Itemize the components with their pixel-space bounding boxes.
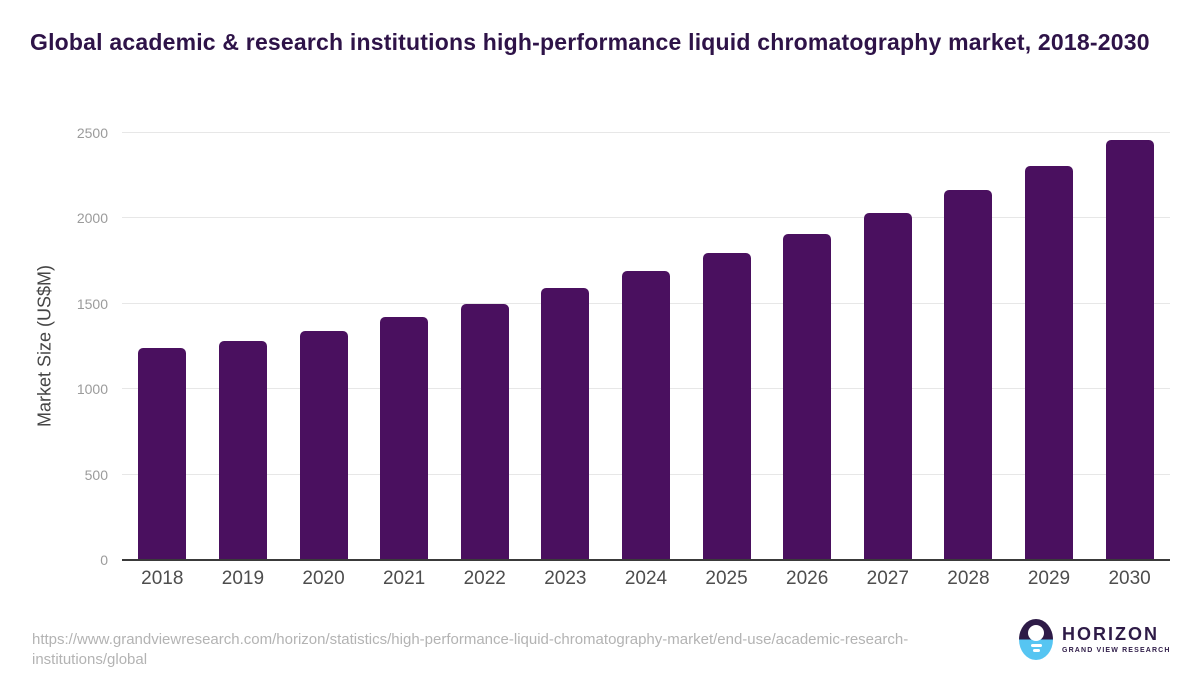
bar-2029[interactable] bbox=[1025, 166, 1073, 560]
x-tick-label: 2021 bbox=[382, 568, 426, 589]
gridline bbox=[122, 217, 1170, 219]
bar-2022[interactable] bbox=[460, 303, 509, 560]
bar-group bbox=[525, 133, 606, 560]
gridline bbox=[122, 132, 1170, 133]
bar-2030[interactable] bbox=[1105, 139, 1154, 560]
x-tick-label: 2027 bbox=[866, 568, 909, 589]
bar-group bbox=[122, 133, 203, 560]
bar-2026[interactable] bbox=[783, 233, 832, 560]
x-tick-label: 2026 bbox=[786, 568, 829, 589]
y-tick-label: 2000 bbox=[76, 210, 108, 227]
logo-tagline: GRAND VIEW RESEARCH bbox=[1062, 647, 1171, 654]
x-tick-labels: 2018 2019 2020 2021 2022 2023 2024 2025 2026 2027… bbox=[122, 568, 1170, 590]
y-tick-label: 0 bbox=[100, 552, 108, 568]
bar-group bbox=[686, 133, 767, 560]
bar-group bbox=[928, 133, 1009, 560]
plot-area: 0 500 1000 1500 2000 2500 bbox=[77, 126, 1170, 567]
bar-2020[interactable] bbox=[299, 331, 348, 560]
x-tick-label: 2030 bbox=[1108, 568, 1151, 589]
x-axis-line bbox=[122, 559, 1170, 561]
y-tick-label: 1500 bbox=[76, 295, 108, 312]
bar-group bbox=[1009, 133, 1090, 560]
horizon-logo-icon bbox=[1019, 619, 1053, 660]
bar-group bbox=[364, 133, 445, 560]
bar-2021[interactable] bbox=[380, 317, 429, 560]
logo-words: HORIZON GRAND VIEW RESEARCH bbox=[1062, 625, 1171, 654]
bar-group bbox=[847, 133, 928, 560]
bar-2024[interactable] bbox=[621, 270, 670, 560]
source-url: https://www.grandviewresearch.com/horizo… bbox=[32, 630, 982, 670]
horizon-logo: HORIZON GRAND VIEW RESEARCH bbox=[1019, 619, 1171, 660]
x-tick-label: 2019 bbox=[221, 568, 265, 589]
x-tick-label: 2020 bbox=[302, 568, 345, 589]
bar-group bbox=[203, 133, 284, 560]
x-tick-label: 2022 bbox=[463, 568, 506, 589]
chart-title: Global academic & research institutions … bbox=[30, 29, 1150, 55]
y-tick-label: 500 bbox=[84, 466, 108, 483]
x-tick-label: 2018 bbox=[141, 568, 184, 589]
source-url-line: https://www.grandviewresearch.com/horizo… bbox=[32, 631, 909, 648]
x-tick-label: 2025 bbox=[705, 568, 748, 589]
y-tick-label: 1000 bbox=[76, 381, 108, 398]
source-url-line: institutions/global bbox=[32, 651, 148, 668]
bar-group bbox=[283, 133, 364, 560]
y-axis-title: Market Size (US$M) bbox=[34, 264, 55, 428]
bar-2025[interactable] bbox=[702, 252, 751, 560]
logo-wordmark: HORIZON bbox=[1062, 624, 1159, 644]
bar-2019[interactable] bbox=[218, 341, 267, 560]
x-tick-label: 2028 bbox=[947, 568, 990, 589]
bar-2018[interactable] bbox=[138, 348, 187, 560]
bar-2027[interactable] bbox=[863, 213, 912, 560]
bars bbox=[122, 133, 1170, 560]
sun-reflection-line-icon bbox=[1030, 644, 1042, 647]
y-tick-label: 2500 bbox=[76, 125, 108, 141]
x-tick-label: 2024 bbox=[624, 568, 668, 589]
bar-2023[interactable] bbox=[541, 288, 590, 560]
bar-group bbox=[767, 133, 848, 560]
bar-group bbox=[444, 133, 525, 560]
sun-icon bbox=[1028, 625, 1044, 641]
x-tick-label: 2023 bbox=[544, 568, 587, 589]
bar-group bbox=[606, 133, 687, 560]
sun-reflection-line-icon bbox=[1032, 649, 1040, 652]
bar-group bbox=[1089, 133, 1170, 560]
bar-2028[interactable] bbox=[944, 190, 993, 560]
x-tick-label: 2029 bbox=[1027, 568, 1071, 589]
